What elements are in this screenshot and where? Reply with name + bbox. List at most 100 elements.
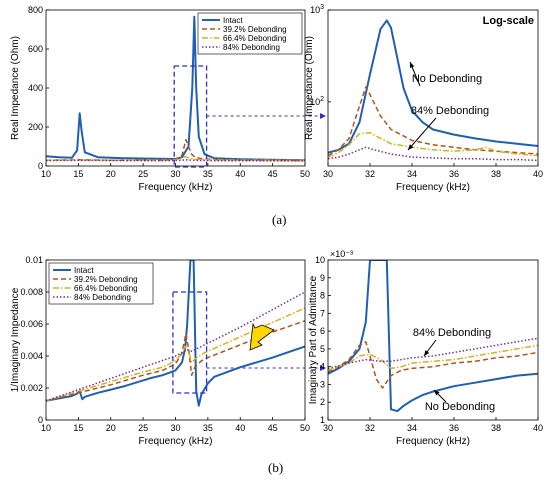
x-tick-label: 40 <box>533 169 543 179</box>
y-tick-label: 0.008 <box>20 287 43 297</box>
annotation-no-debonding: No Debonding <box>425 401 495 413</box>
y-axis-label: Real Impedance (Ohm) <box>10 36 21 140</box>
y-exponent-label: ×10⁻³ <box>330 249 353 259</box>
plot-frame <box>45 9 306 167</box>
y-tick-label: 6 <box>320 326 325 336</box>
x-axis-label: Frequency (kHz) <box>139 182 213 193</box>
x-tick-label: 45 <box>268 423 278 433</box>
x-tick-label: 36 <box>449 169 459 179</box>
panel-label-b: (b) <box>268 460 284 475</box>
x-tick-label: 40 <box>235 423 245 433</box>
plot-frame <box>327 259 539 421</box>
annotation-84-debonding: 84% Debonding <box>411 105 489 117</box>
annotation-arrow-84-debonding-head <box>408 144 414 150</box>
legend-entry: 84% Debonding <box>223 43 280 52</box>
y-tick-label: 600 <box>28 44 43 54</box>
series-line-66-4-debonding <box>46 307 305 402</box>
zoom-connector-head <box>320 365 326 371</box>
y-tick-label: 0.01 <box>25 255 43 265</box>
plot-frame <box>45 259 306 421</box>
y-tick-label: 200 <box>28 122 43 132</box>
y-tick-exp: 3 <box>320 4 324 11</box>
x-tick-label: 25 <box>138 169 148 179</box>
series-line-39-2-debonding <box>328 86 538 157</box>
chart-panel-2: 10 15 20 25 30 35 40 45 5000.0020.0040.0060.0080… <box>10 255 326 447</box>
y-tick-label: 1 <box>320 415 325 425</box>
y-tick-label: 400 <box>28 83 43 93</box>
y-axis-label: Real Impedance (Ohm) <box>304 36 315 140</box>
x-tick-label: 34 <box>407 423 417 433</box>
plot-frame <box>327 9 539 167</box>
x-tick-label: 32 <box>365 423 375 433</box>
y-tick-label: 800 <box>28 5 43 15</box>
annotation-84-debonding: 84% Debonding <box>413 327 491 339</box>
legend-entry: 66.4% Debonding <box>223 34 287 43</box>
x-tick-label: 45 <box>268 169 278 179</box>
x-tick-label: 15 <box>73 423 83 433</box>
x-tick-label: 40 <box>235 169 245 179</box>
zoom-connector-head <box>320 113 326 119</box>
x-tick-label: 32 <box>365 169 375 179</box>
x-tick-label: 30 <box>170 169 180 179</box>
series-line-84-debonding <box>328 337 538 370</box>
x-axis-label: Frequency (kHz) <box>396 436 470 447</box>
x-tick-label: 30 <box>323 169 333 179</box>
x-tick-label: 15 <box>73 169 83 179</box>
y-tick-label: 0.004 <box>20 351 43 361</box>
y-tick-base: 10 <box>310 97 320 107</box>
y-tick-label: 10 <box>315 255 325 265</box>
y-tick-label: 3 <box>320 379 325 389</box>
legend-entry: 66.4% Debonding <box>74 284 138 293</box>
y-tick-label: 0.002 <box>20 383 43 393</box>
annotation-arrow-no-debonding-head <box>409 62 415 68</box>
annotation-arrow-84-debonding-head <box>424 350 430 356</box>
zoom-box <box>172 291 208 394</box>
panel-label-a: (a) <box>272 212 287 227</box>
series-line-84-debonding <box>46 291 305 402</box>
y-tick-label: 2 <box>320 397 325 407</box>
x-tick-label: 40 <box>533 423 543 433</box>
series-line-no-debonding <box>328 19 538 154</box>
series-line-intact <box>46 260 305 407</box>
y-tick-exp: 2 <box>320 96 324 103</box>
y-tick-base: 10 <box>310 5 320 15</box>
x-tick-label: 30 <box>323 423 333 433</box>
y-tick-label: 102 <box>310 96 324 107</box>
series-line-84-debonding <box>46 159 305 162</box>
x-axis-label: Frequency (kHz) <box>396 182 470 193</box>
x-tick-label: 30 <box>170 423 180 433</box>
series-line-39-2-debonding <box>46 320 305 402</box>
x-tick-label: 50 <box>300 169 310 179</box>
y-axis-label: 1/Imaginary Impedance <box>10 287 21 392</box>
chart-panel-0: 10 15 20 25 30 35 40 45 50 0 200 400 600 800 Frequency… <box>10 5 326 193</box>
y-tick-label: 9 <box>320 273 325 283</box>
x-tick-label: 34 <box>407 169 417 179</box>
x-tick-label: 10 <box>41 423 51 433</box>
y-tick-label: 5 <box>320 344 325 354</box>
x-tick-label: 35 <box>203 169 213 179</box>
x-tick-label: 38 <box>491 169 501 179</box>
x-tick-label: 10 <box>41 169 51 179</box>
x-tick-label: 36 <box>449 423 459 433</box>
legend-entry: Intact <box>74 266 94 275</box>
x-axis-label: Frequency (kHz) <box>139 436 213 447</box>
x-tick-label: 38 <box>491 423 501 433</box>
y-tick-label: 4 <box>320 362 325 372</box>
x-tick-label: 25 <box>138 423 148 433</box>
legend-entry: 39.2% Debonding <box>223 25 287 34</box>
legend-entry: Intact <box>223 16 243 25</box>
x-tick-label: 50 <box>300 423 310 433</box>
y-tick-label: 7 <box>320 308 325 318</box>
annotation-arrow-84-debonding <box>407 117 437 151</box>
y-tick-label: 0 <box>38 161 43 171</box>
series-line-39-2-debonding <box>328 341 538 389</box>
y-tick-label: 8 <box>320 291 325 301</box>
y-tick-label: 0.006 <box>20 319 43 329</box>
y-tick-label: 103 <box>310 4 324 15</box>
trend-arrow <box>249 322 275 351</box>
y-tick-label: 0 <box>38 415 43 425</box>
annotation-arrow-no-debonding-head <box>434 390 440 396</box>
